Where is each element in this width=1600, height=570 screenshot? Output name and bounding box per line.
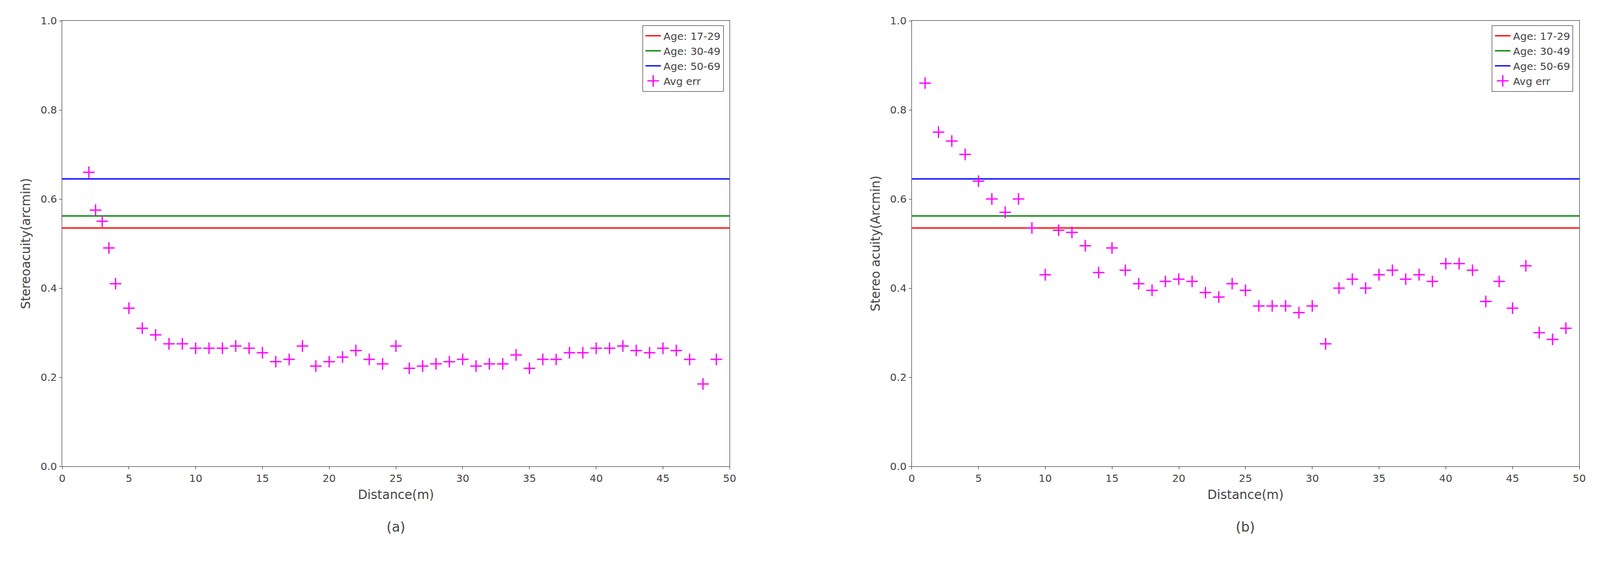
svg-text:Stereo acuity(Arcmin): Stereo acuity(Arcmin)	[868, 175, 883, 312]
svg-text:10: 10	[1038, 472, 1052, 485]
svg-text:0.4: 0.4	[890, 281, 907, 295]
svg-text:0.4: 0.4	[40, 281, 57, 295]
svg-text:Distance(m): Distance(m)	[358, 487, 435, 503]
svg-text:10: 10	[189, 472, 203, 485]
svg-text:Age: 30-49: Age: 30-49	[663, 45, 721, 58]
svg-text:0.0: 0.0	[890, 460, 907, 473]
svg-text:30: 30	[455, 472, 469, 485]
svg-text:Avg err: Avg err	[1512, 75, 1551, 88]
svg-text:45: 45	[1505, 472, 1519, 485]
svg-text:Age: 30-49: Age: 30-49	[1512, 45, 1570, 58]
svg-text:40: 40	[589, 472, 603, 485]
svg-text:35: 35	[522, 472, 536, 485]
svg-text:45: 45	[656, 472, 670, 485]
svg-text:Distance(m): Distance(m)	[1207, 487, 1284, 503]
svg-text:15: 15	[255, 472, 269, 485]
svg-text:5: 5	[975, 472, 982, 485]
svg-text:(b): (b)	[1235, 519, 1255, 535]
svg-text:(a): (a)	[386, 519, 406, 535]
svg-text:0.8: 0.8	[40, 103, 57, 117]
svg-text:15: 15	[1105, 472, 1119, 485]
svg-text:0: 0	[59, 472, 66, 485]
svg-text:0.8: 0.8	[890, 103, 907, 117]
svg-text:0.2: 0.2	[890, 370, 907, 384]
svg-text:Age: 50-69: Age: 50-69	[663, 60, 721, 73]
svg-text:Stereoacuity(arcmin): Stereoacuity(arcmin)	[18, 178, 34, 310]
svg-text:Avg err: Avg err	[663, 75, 702, 88]
svg-text:20: 20	[1172, 472, 1185, 485]
svg-text:0.2: 0.2	[40, 370, 57, 384]
svg-text:30: 30	[1305, 472, 1319, 485]
svg-text:0.0: 0.0	[40, 460, 57, 473]
svg-text:5: 5	[125, 472, 133, 485]
svg-text:Age: 17-29: Age: 17-29	[1512, 30, 1570, 43]
svg-text:0.6: 0.6	[890, 192, 907, 206]
svg-text:20: 20	[322, 472, 336, 485]
svg-text:50: 50	[1572, 472, 1586, 485]
svg-text:40: 40	[1439, 472, 1453, 485]
svg-text:35: 35	[1372, 472, 1386, 485]
svg-text:0.6: 0.6	[40, 192, 57, 206]
svg-text:25: 25	[1238, 472, 1252, 485]
svg-text:Age: 50-69: Age: 50-69	[1512, 60, 1570, 73]
svg-text:1.0: 1.0	[890, 14, 907, 27]
svg-text:0: 0	[908, 472, 916, 485]
svg-text:Age: 17-29: Age: 17-29	[663, 30, 721, 43]
svg-text:50: 50	[723, 472, 737, 485]
svg-text:1.0: 1.0	[40, 14, 57, 27]
svg-text:25: 25	[389, 472, 403, 485]
